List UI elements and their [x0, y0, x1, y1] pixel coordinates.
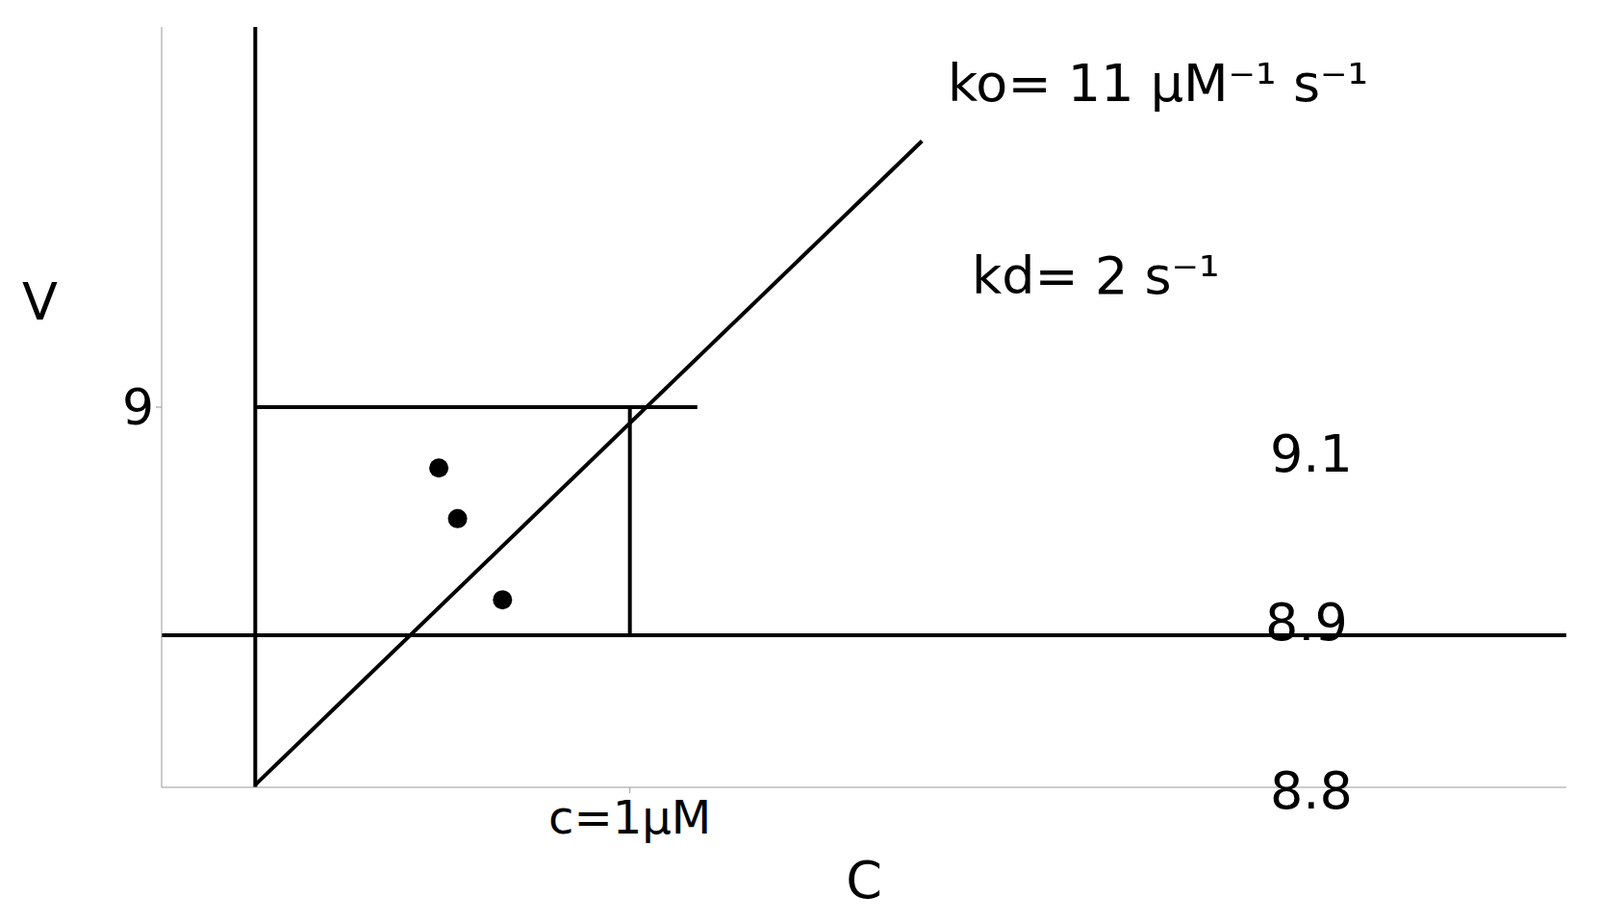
html-text:kd= 2 s⁻¹: kd= 2 s⁻¹: [971, 245, 1220, 306]
svg-text:c=1μM: c=1μM: [548, 789, 712, 844]
html-text:9.1: 9.1: [1269, 423, 1353, 484]
html-text:ko= 11 μM⁻¹ s⁻¹: ko= 11 μM⁻¹ s⁻¹: [947, 52, 1369, 114]
html-text:8.9: 8.9: [1265, 591, 1348, 653]
svg-text:C: C: [845, 849, 883, 911]
svg-text:V: V: [22, 271, 58, 332]
html-text:8.8: 8.8: [1269, 760, 1353, 821]
svg-text:9: 9: [122, 378, 154, 436]
